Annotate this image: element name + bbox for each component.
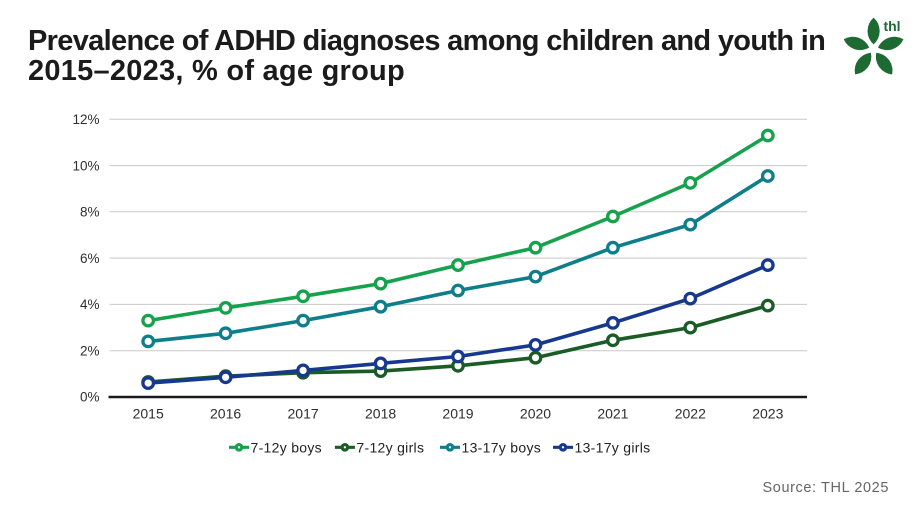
- svg-text:2022: 2022: [675, 405, 706, 421]
- svg-text:2019: 2019: [442, 405, 473, 421]
- svg-text:Source: THL 2025: Source: THL 2025: [763, 480, 889, 496]
- svg-text:2017: 2017: [288, 405, 319, 421]
- svg-text:6%: 6%: [80, 251, 100, 266]
- svg-text:4%: 4%: [80, 297, 100, 312]
- svg-text:2020: 2020: [520, 405, 551, 421]
- svg-text:2015: 2015: [133, 405, 164, 421]
- svg-text:7-12y boys: 7-12y boys: [251, 439, 322, 455]
- svg-text:2%: 2%: [80, 343, 100, 358]
- svg-text:13-17y boys: 13-17y boys: [462, 439, 542, 455]
- svg-text:12%: 12%: [72, 112, 99, 127]
- svg-text:2023: 2023: [752, 405, 783, 421]
- svg-text:2016: 2016: [210, 405, 241, 421]
- svg-text:thl: thl: [883, 18, 900, 34]
- svg-text:8%: 8%: [80, 205, 100, 220]
- svg-text:7-12y girls: 7-12y girls: [356, 439, 424, 455]
- svg-text:2018: 2018: [365, 405, 396, 421]
- svg-text:13-17y girls: 13-17y girls: [575, 439, 651, 455]
- svg-text:2021: 2021: [597, 405, 628, 421]
- svg-text:10%: 10%: [72, 158, 99, 173]
- svg-text:0%: 0%: [80, 390, 100, 405]
